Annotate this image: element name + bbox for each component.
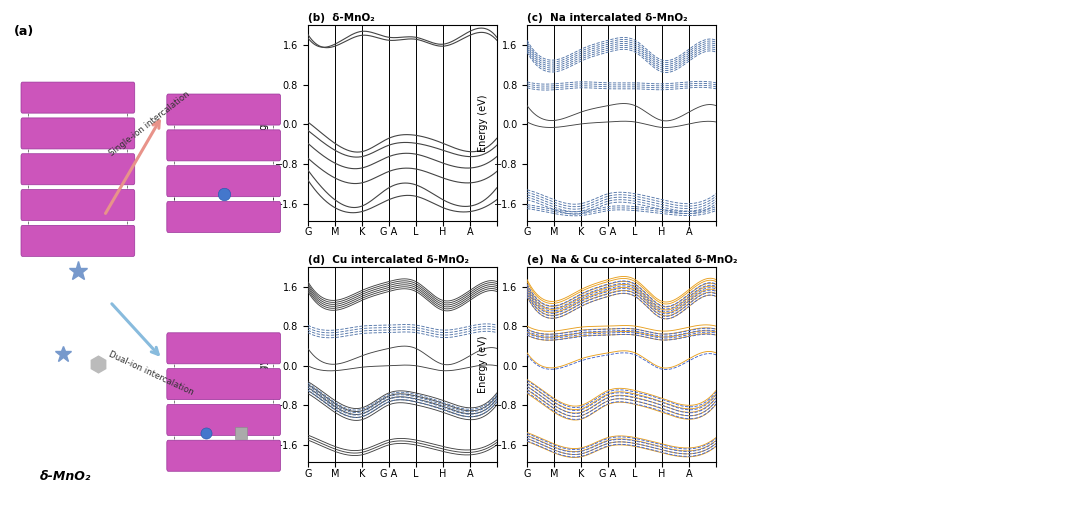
FancyBboxPatch shape bbox=[21, 118, 135, 149]
FancyBboxPatch shape bbox=[166, 130, 281, 161]
FancyBboxPatch shape bbox=[21, 82, 135, 113]
Y-axis label: Energy (eV): Energy (eV) bbox=[478, 94, 488, 152]
FancyBboxPatch shape bbox=[21, 226, 135, 257]
FancyBboxPatch shape bbox=[166, 166, 281, 197]
FancyBboxPatch shape bbox=[21, 154, 135, 185]
Text: δ-MnO₂: δ-MnO₂ bbox=[40, 470, 92, 483]
FancyBboxPatch shape bbox=[166, 369, 281, 400]
FancyBboxPatch shape bbox=[166, 404, 281, 435]
Text: Dual-ion intercalation: Dual-ion intercalation bbox=[107, 350, 194, 397]
Y-axis label: Energy (eV): Energy (eV) bbox=[259, 336, 269, 393]
Y-axis label: Energy (eV): Energy (eV) bbox=[259, 94, 269, 152]
FancyBboxPatch shape bbox=[166, 94, 281, 125]
FancyBboxPatch shape bbox=[21, 189, 135, 220]
Text: (a): (a) bbox=[14, 25, 33, 38]
Text: (c)  Na intercalated δ-MnO₂: (c) Na intercalated δ-MnO₂ bbox=[527, 13, 688, 23]
FancyBboxPatch shape bbox=[166, 333, 281, 364]
Text: (e)  Na & Cu co-intercalated δ-MnO₂: (e) Na & Cu co-intercalated δ-MnO₂ bbox=[527, 255, 738, 265]
Y-axis label: Energy (eV): Energy (eV) bbox=[478, 336, 488, 393]
FancyBboxPatch shape bbox=[166, 440, 281, 471]
Text: (b)  δ-MnO₂: (b) δ-MnO₂ bbox=[308, 13, 375, 23]
Text: (d)  Cu intercalated δ-MnO₂: (d) Cu intercalated δ-MnO₂ bbox=[308, 255, 469, 265]
Text: Single-ion intercalation: Single-ion intercalation bbox=[107, 90, 191, 158]
FancyBboxPatch shape bbox=[166, 202, 281, 233]
